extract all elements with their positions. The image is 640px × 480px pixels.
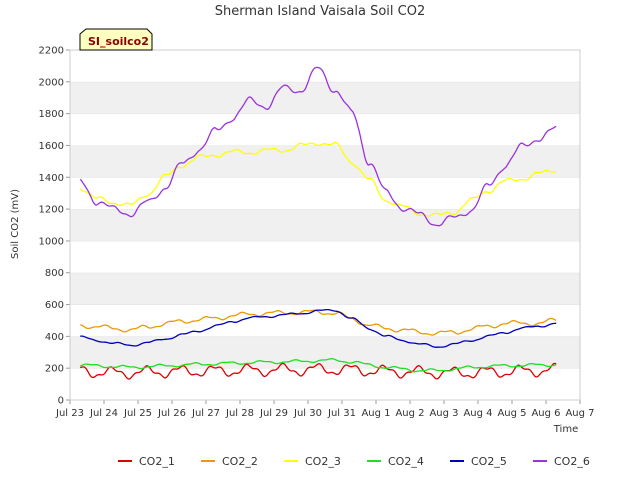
chart-title: Sherman Island Vaisala Soil CO2 xyxy=(215,4,425,19)
x-tick-label: Aug 4 xyxy=(463,408,492,419)
x-tick-label: Aug 6 xyxy=(531,408,560,419)
y-tick-label: 400 xyxy=(45,332,64,343)
grid-band xyxy=(70,81,580,114)
legend-label: CO2_6 xyxy=(554,455,590,468)
y-tick-label: 2000 xyxy=(39,77,64,88)
x-tick-label: Jul 29 xyxy=(259,408,288,419)
y-tick-label: 1800 xyxy=(39,109,64,120)
y-axis-label: Soil CO2 (mV) xyxy=(10,189,21,259)
x-tick-label: Aug 7 xyxy=(565,408,594,419)
x-tick-label: Jul 27 xyxy=(191,408,220,419)
x-tick-label: Jul 24 xyxy=(89,408,118,419)
x-tick-label: Jul 30 xyxy=(293,408,322,419)
x-tick-label: Aug 3 xyxy=(429,408,458,419)
series-lines xyxy=(79,66,557,380)
x-tick-label: Aug 1 xyxy=(361,408,390,419)
y-tick-label: 1400 xyxy=(39,173,64,184)
tag-badge: SI_soilco2 xyxy=(79,28,153,51)
grid-band xyxy=(70,177,580,210)
legend-label: CO2_1 xyxy=(139,455,175,468)
legend: CO2_1 CO2_2 CO2_3 CO2_4 CO2_5 CO2_6 xyxy=(118,455,590,468)
plot-grid-bands xyxy=(70,49,580,400)
tag-badge-text: SI_soilco2 xyxy=(88,35,149,48)
x-axis: Jul 23 Jul 24 Jul 25 Jul 26 Jul 27 Jul 28 Jul … xyxy=(55,400,595,419)
y-tick-label: 200 xyxy=(45,364,64,375)
series-line-co2-2 xyxy=(80,309,557,336)
x-axis-label: Time xyxy=(553,424,578,435)
y-tick-label: 800 xyxy=(45,268,64,279)
series-line-co2-4 xyxy=(80,358,557,373)
y-tick-label: 1200 xyxy=(39,205,64,216)
x-tick-label: Jul 28 xyxy=(225,408,254,419)
x-tick-label: Jul 23 xyxy=(55,408,84,419)
legend-label: CO2_3 xyxy=(305,455,341,468)
y-tick-label: 600 xyxy=(45,300,64,311)
x-tick-label: Jul 25 xyxy=(123,408,152,419)
series-line-co2-5 xyxy=(80,308,557,348)
legend-label: CO2_4 xyxy=(388,455,424,468)
x-tick-label: Jul 31 xyxy=(327,408,356,419)
grid-band xyxy=(70,209,580,241)
y-tick-label: 0 xyxy=(58,396,64,407)
x-tick-label: Aug 2 xyxy=(395,408,424,419)
y-tick-label: 1600 xyxy=(39,141,64,152)
x-tick-label: Aug 5 xyxy=(497,408,526,419)
grid-band xyxy=(70,272,580,305)
plot-border xyxy=(69,49,581,401)
y-tick-label: 1000 xyxy=(39,236,64,247)
y-tick-label: 2200 xyxy=(39,46,64,57)
grid-band xyxy=(70,240,580,273)
series-line-co2-3 xyxy=(79,141,557,217)
legend-label: CO2_2 xyxy=(222,455,258,468)
legend-label: CO2_5 xyxy=(471,455,507,468)
series-line-co2-1 xyxy=(80,362,557,380)
series-line-co2-6 xyxy=(79,66,557,227)
grid-band xyxy=(70,368,580,400)
grid-band xyxy=(70,336,580,369)
x-tick-label: Jul 26 xyxy=(157,408,186,419)
y-axis: 0 200 400 600 800 1000 1200 1400 1600 1800 2000 220… xyxy=(39,46,70,407)
grid-band xyxy=(70,113,580,146)
grid-band xyxy=(70,145,580,178)
